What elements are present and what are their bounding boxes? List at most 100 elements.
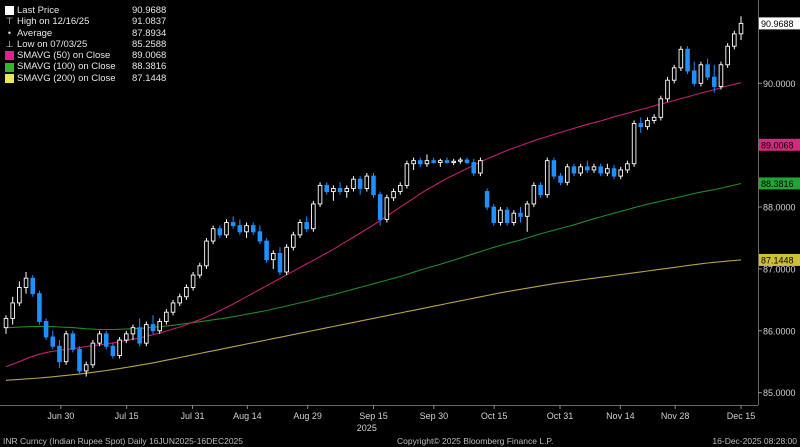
candle-body <box>271 252 276 261</box>
candle-body <box>665 79 670 100</box>
candle-body <box>30 277 35 295</box>
candle-body <box>77 348 82 372</box>
legend-value: 89.0068 <box>132 50 167 62</box>
candle-body <box>224 222 229 236</box>
candle-body <box>37 293 42 322</box>
candle-body <box>464 159 470 163</box>
candle-body <box>524 203 530 217</box>
candle-body <box>438 160 443 163</box>
legend-label: SMAVG (100) on Close <box>17 61 116 73</box>
candle-body <box>364 175 370 189</box>
candle-body <box>738 22 744 35</box>
candle-body <box>484 191 490 208</box>
x-tick-label: Sep 30 <box>420 411 449 421</box>
candle-body <box>538 184 543 196</box>
candle-body <box>431 160 436 163</box>
legend-item: • Average 87.8934 <box>5 28 166 39</box>
candle-body <box>678 48 684 69</box>
y-tick-label: 85.0000 <box>763 388 796 398</box>
candle-body <box>57 345 62 363</box>
candle-body <box>237 225 243 233</box>
candle-body <box>631 123 637 165</box>
legend-item: ⊥ Low on 07/03/25 85.2588 <box>5 38 167 50</box>
security-description: INR Curncy (Indian Rupee Spot) Daily 16J… <box>3 436 244 446</box>
candle-body <box>498 209 503 223</box>
candle-body <box>210 228 216 242</box>
x-tick-label: Oct 15 <box>481 411 508 421</box>
candle-body <box>551 160 557 177</box>
chart-legend: Last Price 90.9688 ⊤ High on 12/16/25 91.083… <box>3 3 171 87</box>
candle-body <box>297 222 303 236</box>
candle-body <box>591 166 597 171</box>
legend-swatch <box>5 51 14 61</box>
candle-body <box>491 206 497 223</box>
low-marker-icon: ⊥ <box>5 38 14 49</box>
candle-body <box>137 327 142 344</box>
candle-body <box>598 166 603 174</box>
candle-body <box>150 324 156 332</box>
candle-body <box>331 188 336 193</box>
candle-body <box>444 160 450 163</box>
legend-value: 88.3816 <box>132 61 167 73</box>
x-tick-label: Aug 14 <box>233 411 262 421</box>
candle-body <box>558 175 563 183</box>
candle-body <box>638 123 644 128</box>
candle-body <box>204 240 209 267</box>
candle-body <box>397 184 403 193</box>
candle-body <box>404 163 410 186</box>
candle-body <box>164 311 169 322</box>
candle-body <box>357 178 363 189</box>
candle-body <box>611 168 617 177</box>
candle-body <box>10 302 15 319</box>
candle-body <box>217 228 223 236</box>
candle-body <box>531 184 537 205</box>
candle-body <box>170 302 176 313</box>
y-tick-label: 90.0000 <box>763 79 796 89</box>
legend-label: Last Price <box>17 5 60 16</box>
x-tick-label: Nov 28 <box>661 411 690 421</box>
candle-body <box>23 277 29 288</box>
candle-body <box>658 98 664 118</box>
legend-value: 90.9688 <box>132 5 167 16</box>
last-value-tag-label: 87.1448 <box>761 255 794 265</box>
legend-value: 87.1448 <box>132 72 167 84</box>
candle-body <box>157 321 162 332</box>
candle-body <box>17 287 22 304</box>
candle-body <box>124 333 129 341</box>
legend-item: Last Price 90.9688 <box>5 5 166 16</box>
legend-item: SMAVG (50) on Close 89.0068 <box>5 50 166 61</box>
candle-body <box>311 203 316 230</box>
x-tick-label: Oct 31 <box>547 411 574 421</box>
sma100-line <box>5 182 742 331</box>
candle-body <box>264 240 269 261</box>
legend-label: SMAVG (50) on Close <box>17 50 111 62</box>
candle-body <box>418 160 423 165</box>
candle-body <box>3 317 9 329</box>
candle-body <box>391 191 396 199</box>
candle-body <box>671 67 677 81</box>
candle-body <box>190 274 196 288</box>
candle-body <box>90 342 96 366</box>
high-marker-icon: ⊤ <box>5 16 14 27</box>
candle-body <box>565 166 570 183</box>
candle-body <box>63 333 69 363</box>
candle-body <box>578 166 583 174</box>
candle-body <box>177 296 182 304</box>
candle-body <box>458 159 463 162</box>
x-tick-label: Nov 14 <box>606 411 635 421</box>
y-tick-label: 88.0000 <box>763 203 796 213</box>
legend-item: SMAVG (200) on Close 87.1448 <box>5 73 166 84</box>
candle-body <box>317 184 323 205</box>
last-value-tag-label: 90.9688 <box>761 19 794 29</box>
last-value-tag-label: 88.3816 <box>761 179 794 189</box>
chart-footer: INR Curncy (Indian Rupee Spot) Daily 16J… <box>0 436 800 447</box>
candle-body <box>651 116 657 121</box>
candle-body <box>424 160 430 165</box>
candle-body <box>451 160 456 163</box>
x-tick-label: Jul 15 <box>115 411 139 421</box>
candle-body <box>184 287 189 298</box>
candle-body <box>337 188 343 193</box>
legend-label: Average <box>17 27 53 39</box>
candle-body <box>110 345 116 356</box>
